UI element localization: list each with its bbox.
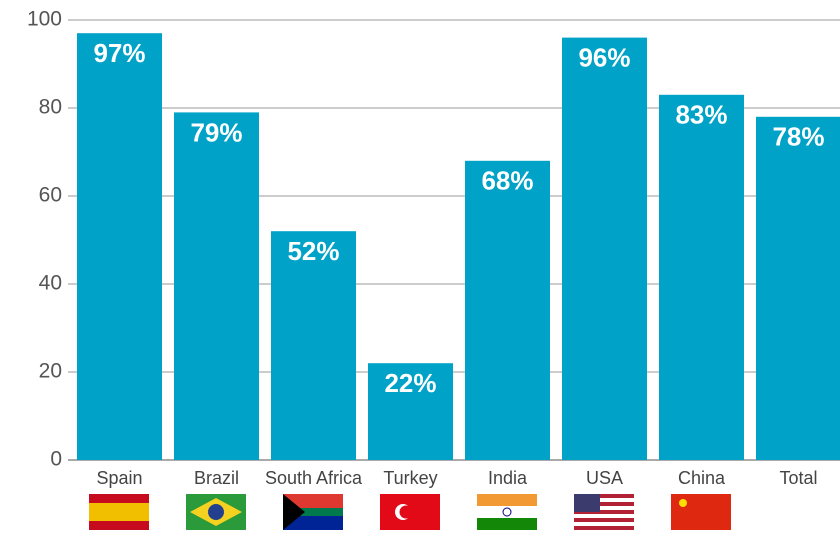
flag-india xyxy=(477,494,537,530)
value-label: 79% xyxy=(190,117,242,147)
flag-spain xyxy=(89,494,149,530)
bar xyxy=(659,94,744,461)
x-tick-label: Turkey xyxy=(383,468,437,488)
value-label: 22% xyxy=(384,368,436,398)
flag-brazil xyxy=(186,494,246,530)
value-label: 68% xyxy=(481,166,533,196)
x-tick-label: China xyxy=(678,468,726,488)
flag-turkey xyxy=(380,494,440,530)
flag-china xyxy=(671,494,731,530)
flag-south-africa xyxy=(283,494,343,530)
bar xyxy=(465,160,550,461)
x-tick-label: USA xyxy=(586,468,623,488)
y-tick-label: 0 xyxy=(50,448,62,471)
bar xyxy=(174,112,259,461)
y-tick-label: 40 xyxy=(39,272,62,295)
value-label: 96% xyxy=(578,42,630,72)
y-tick-label: 20 xyxy=(39,360,62,383)
bar xyxy=(271,231,356,460)
value-label: 78% xyxy=(772,122,824,152)
value-label: 97% xyxy=(93,38,145,68)
x-tick-label: Total xyxy=(779,468,817,488)
x-tick-label: South Africa xyxy=(265,468,363,488)
bar xyxy=(756,116,840,461)
flag-usa xyxy=(574,494,634,530)
y-tick-label: 60 xyxy=(39,184,62,207)
y-tick-label: 100 xyxy=(27,8,62,31)
bar xyxy=(562,37,647,460)
flags xyxy=(89,494,731,530)
x-tick-label: India xyxy=(488,468,528,488)
y-tick-label: 80 xyxy=(39,96,62,119)
value-label: 83% xyxy=(675,100,727,130)
bar xyxy=(368,363,453,460)
value-label: 52% xyxy=(287,236,339,266)
bar xyxy=(77,33,162,460)
x-tick-label: Spain xyxy=(96,468,142,488)
x-tick-label: Brazil xyxy=(194,468,239,488)
